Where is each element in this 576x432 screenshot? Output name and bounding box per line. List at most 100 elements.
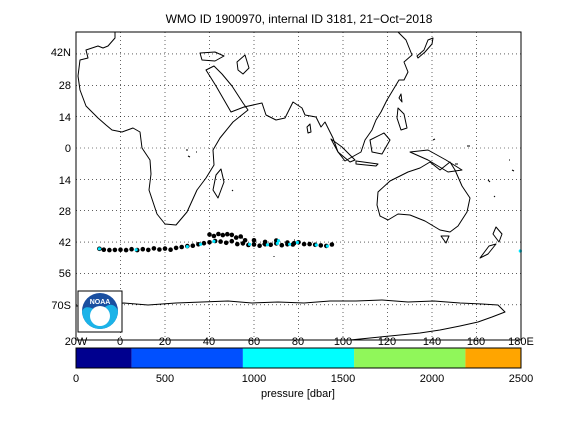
- lat-tick-label: 28: [59, 206, 71, 218]
- trajectory-point: [173, 245, 179, 251]
- trajectory-point: [307, 241, 312, 247]
- colorbar-bins: [76, 348, 521, 368]
- trajectory-point: [151, 246, 157, 251]
- lon-tick-label: 60: [248, 336, 260, 348]
- lat-tick-label: 42N: [51, 47, 71, 59]
- coastline-caspian-sea: [236, 54, 250, 75]
- trajectory-point: [318, 243, 324, 248]
- colorbar-tick-label: 2000: [420, 373, 444, 385]
- trajectory-point: [168, 247, 173, 252]
- coastline-borneo: [369, 132, 391, 155]
- trajectory-point: [301, 241, 307, 247]
- lon-tick-label: 160: [467, 336, 485, 348]
- lat-tick-label: 28: [59, 80, 71, 92]
- trajectory-point: [225, 231, 230, 237]
- colorbar-tick-label: 1000: [242, 373, 266, 385]
- lon-tick-label: 20W: [65, 336, 88, 348]
- trajectory-point: [329, 242, 335, 247]
- trajectory-point-shallow: [199, 242, 203, 246]
- figure-title: WMO ID 1900970, internal ID 3181, 21−Oct…: [166, 12, 433, 26]
- trajectory-point-shallow: [276, 239, 281, 243]
- lat-tick-label: 70S: [51, 300, 71, 312]
- colorbar-bin: [242, 348, 355, 368]
- lon-tick-label: 180E: [508, 336, 534, 348]
- trajectory-point: [268, 242, 274, 248]
- trajectory-point-shallow: [212, 239, 216, 243]
- lat-tick-label: 56: [59, 268, 71, 280]
- trajectory-point-shallow: [275, 241, 279, 245]
- trajectory-point: [162, 246, 168, 251]
- coastline-new-zealand-north: [492, 226, 503, 243]
- coastline-small-islands: [186, 138, 515, 257]
- graticule: [76, 32, 521, 340]
- map-panel: NOAA: [75, 31, 522, 341]
- trajectory-point: [229, 232, 235, 238]
- trajectory-point: [123, 247, 129, 253]
- colorbar-bin: [76, 348, 132, 368]
- lon-tick-label: 0: [117, 336, 123, 348]
- coastline-new-guinea: [409, 149, 463, 173]
- lon-tick-label: 20: [159, 336, 171, 348]
- lon-tick-label: 40: [203, 336, 215, 348]
- coastline-taiwan: [398, 93, 403, 103]
- map-frame: [75, 31, 522, 341]
- coastline-madagascar: [212, 168, 225, 199]
- trajectory-point: [207, 232, 212, 237]
- colorbar-bin: [354, 348, 466, 368]
- trajectory-point: [223, 240, 229, 246]
- colorbar-tick-label: 1500: [331, 373, 355, 385]
- colorbar-label: pressure [dbar]: [261, 388, 335, 400]
- lat-tick-label: 14: [59, 112, 71, 124]
- trajectory-point: [279, 242, 285, 248]
- coastline-philippines: [396, 107, 408, 131]
- pressure-colorbar: 0 500 1000 1500 2000 2500 pressure [dbar…: [73, 347, 533, 400]
- trajectory-point: [238, 234, 243, 239]
- colorbar-tick-label: 0: [73, 373, 79, 385]
- coastline-australia: [376, 161, 471, 233]
- float-trajectory: [97, 231, 522, 253]
- trajectory-point: [207, 240, 212, 245]
- trajectory-point: [235, 241, 240, 247]
- trajectory-point-shallow: [265, 243, 269, 247]
- coastline-tasmania: [440, 235, 450, 244]
- trajectory-point: [291, 240, 297, 246]
- trajectory-point-shallow: [325, 244, 329, 248]
- trajectory-point-shallow: [295, 240, 299, 245]
- trajectory-point: [129, 246, 134, 252]
- trajectory-point: [251, 238, 257, 243]
- trajectory-point-shallow: [314, 243, 318, 247]
- trajectory-point: [201, 240, 207, 246]
- trajectory-point: [118, 247, 123, 252]
- trajectory-point-shallow: [185, 245, 189, 249]
- trajectory-point: [112, 247, 118, 253]
- noaa-logo-text: NOAA: [90, 299, 111, 306]
- noaa-logo-inner: [90, 306, 110, 326]
- lon-tick-label: 120: [378, 336, 396, 348]
- colorbar-bin: [465, 348, 521, 368]
- trajectory-point: [107, 247, 112, 253]
- map-background: [76, 32, 521, 340]
- trajectory-point: [190, 243, 196, 248]
- coastline-black-sea: [199, 51, 225, 62]
- trajectory-point-shallow: [288, 242, 292, 246]
- colorbar-bin: [131, 348, 243, 368]
- trajectory-point: [257, 243, 262, 248]
- trajectory-point: [220, 232, 226, 238]
- trajectory-point: [251, 242, 257, 247]
- trajectory-point: [157, 247, 162, 252]
- trajectory-point: [179, 244, 184, 250]
- colorbar-frame: [75, 347, 522, 369]
- trajectory-point: [211, 233, 217, 239]
- lon-tick-label: 80: [292, 336, 304, 348]
- coastline-sri-lanka: [306, 123, 312, 134]
- lat-tick-label: 42: [59, 237, 71, 249]
- trajectory-point: [262, 239, 268, 245]
- trajectory-point: [216, 231, 221, 237]
- coastline-afro-eurasia: [77, 31, 413, 226]
- trajectory-point: [140, 246, 146, 252]
- lat-tick-label: 14: [59, 175, 71, 187]
- trajectory-point-shallow: [97, 247, 101, 251]
- colorbar-tick-label: 2500: [509, 373, 533, 385]
- trajectory-point: [242, 238, 248, 243]
